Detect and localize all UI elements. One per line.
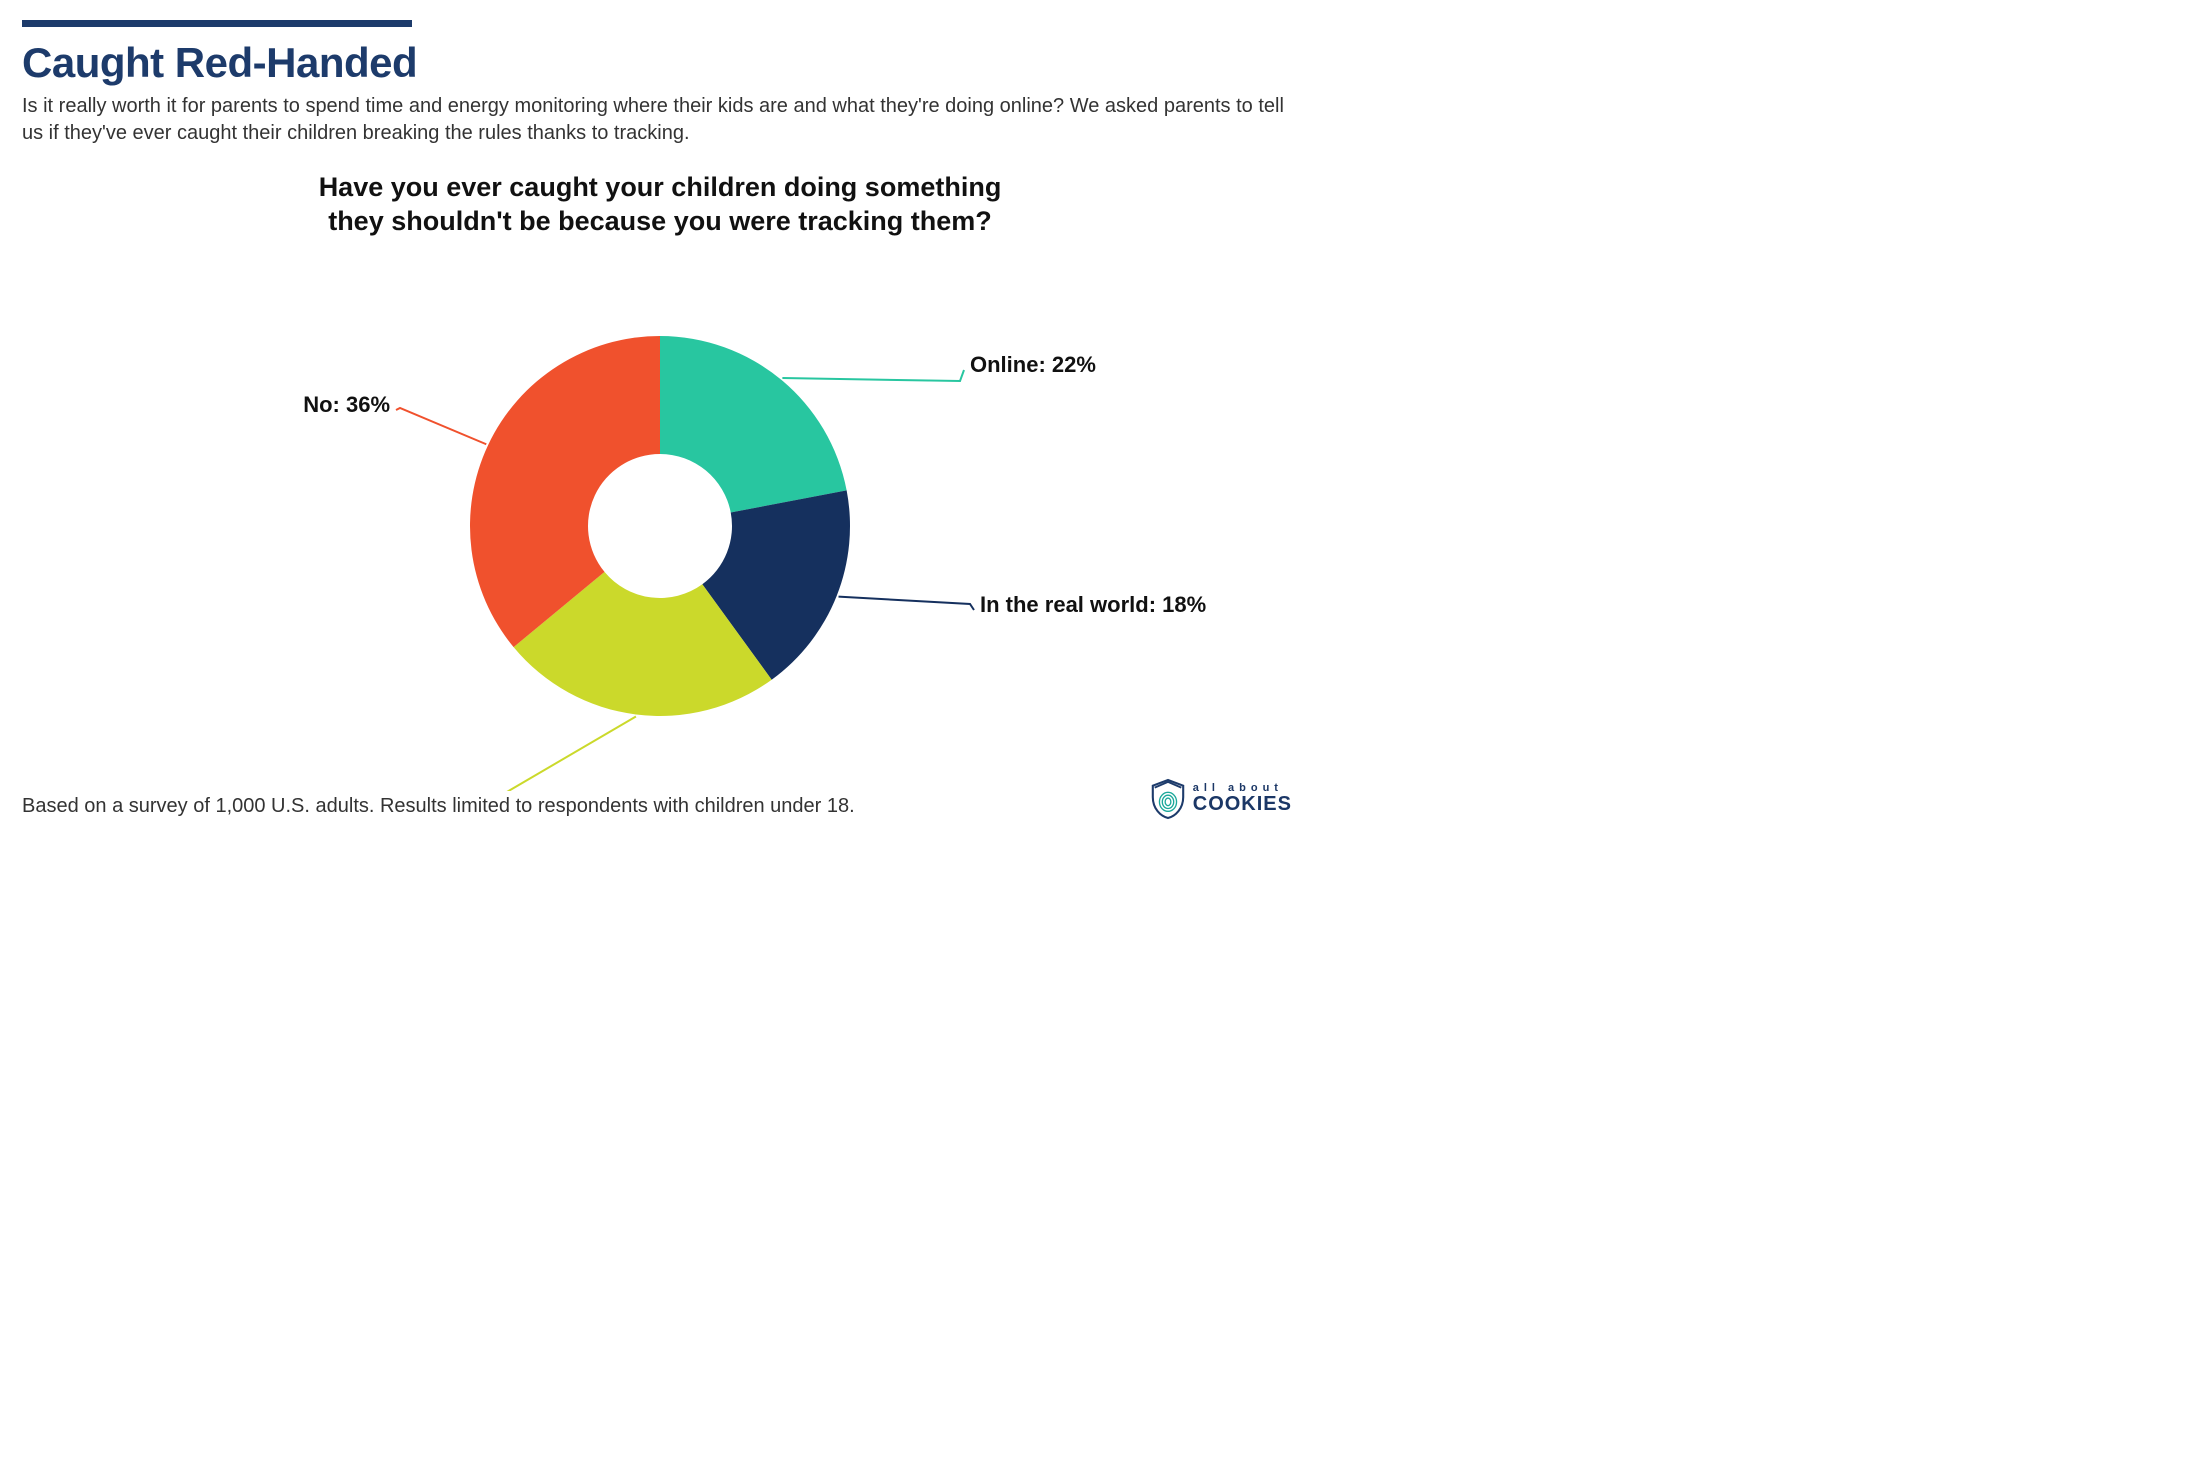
chart-question: Have you ever caught your children doing… (220, 171, 1100, 239)
leader-no (396, 408, 486, 444)
label-online: Online: 22% (970, 352, 1096, 377)
question-line-1: Have you ever caught your children doing… (220, 171, 1100, 205)
header-rule (22, 20, 412, 27)
logo-text: all about COOKIES (1193, 783, 1292, 814)
logo-big: COOKIES (1193, 794, 1292, 814)
leader-both (496, 716, 636, 791)
leader-real (839, 596, 974, 609)
page-subtitle: Is it really worth it for parents to spe… (22, 93, 1298, 147)
label-real: In the real world: 18% (980, 592, 1206, 617)
donut-svg: Online: 22%In the real world: 18%Both on… (25, 251, 1295, 791)
infographic-page: Caught Red-Handed Is it really worth it … (0, 0, 1320, 828)
donut-chart: Online: 22%In the real world: 18%Both on… (22, 251, 1298, 791)
brand-logo: all about COOKIES (1149, 778, 1292, 820)
shield-icon (1149, 778, 1187, 820)
question-line-2: they shouldn't be because you were track… (220, 205, 1100, 239)
label-no: No: 36% (303, 392, 390, 417)
footnote: Based on a survey of 1,000 U.S. adults. … (22, 795, 1298, 818)
slice-online (660, 336, 847, 513)
page-title: Caught Red-Handed (22, 39, 1298, 87)
leader-online (782, 370, 964, 381)
